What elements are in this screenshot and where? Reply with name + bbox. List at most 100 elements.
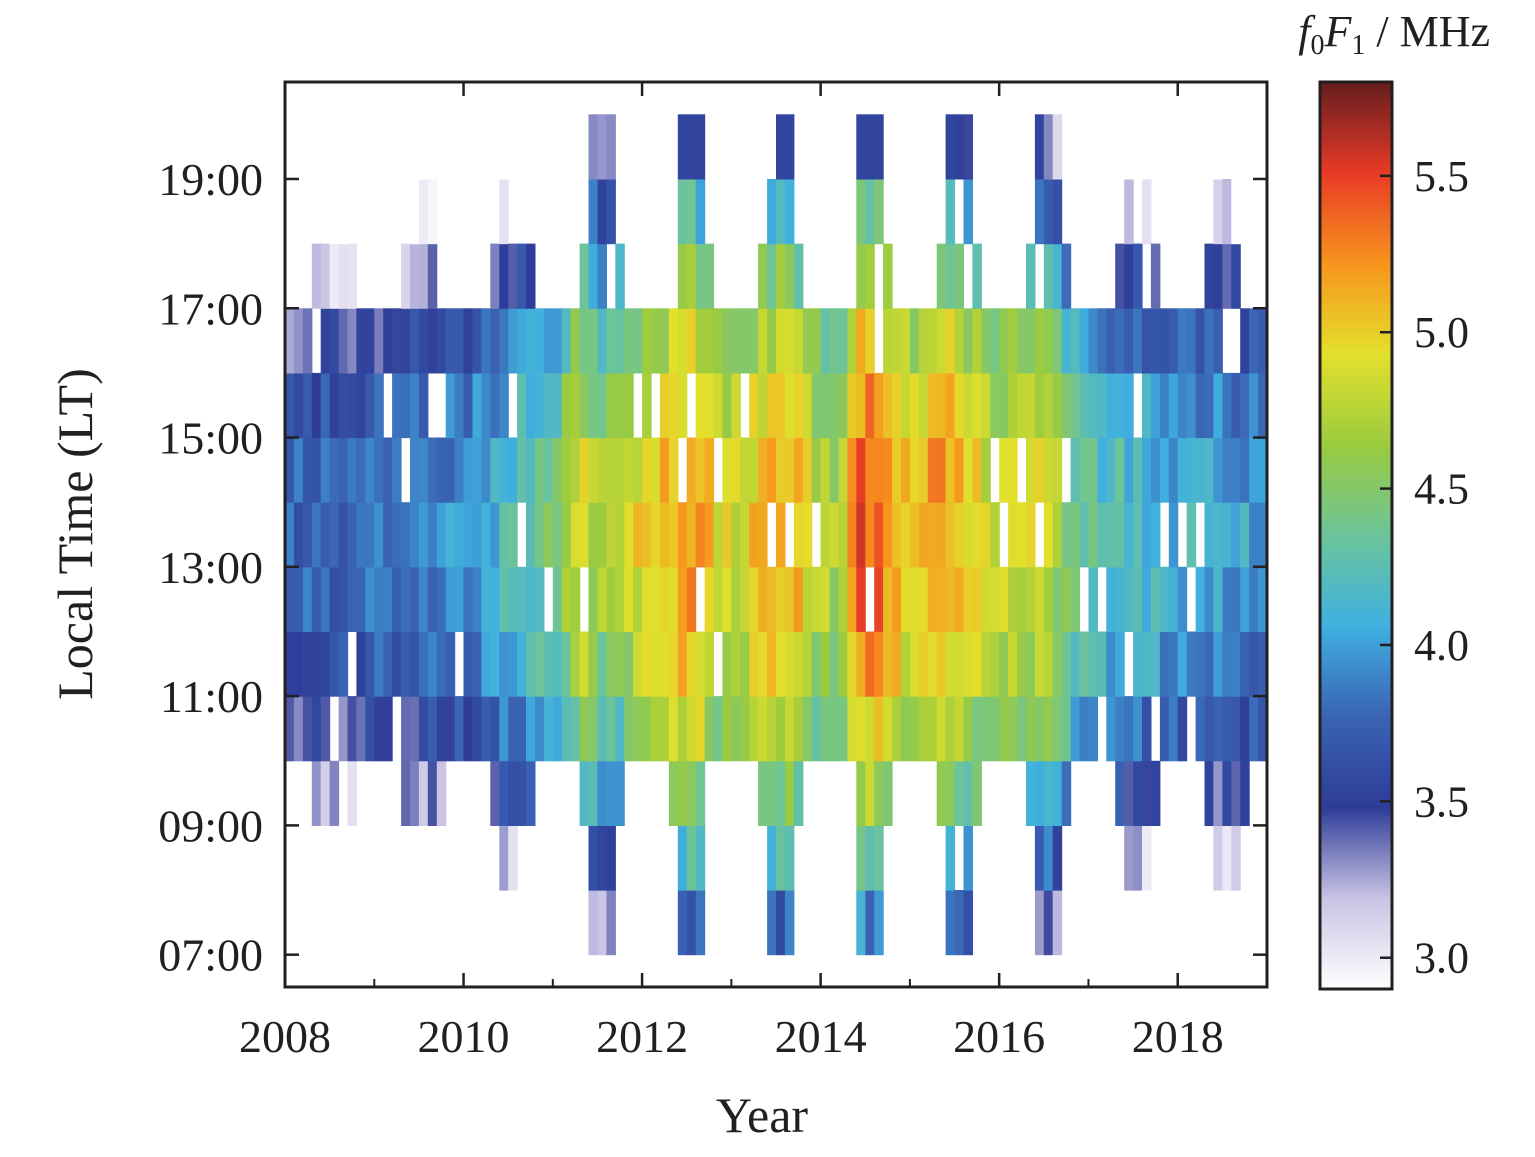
heatmap-cell (454, 566, 465, 632)
heatmap-cell (651, 631, 661, 697)
heatmap-cell (954, 566, 964, 632)
heatmap-cell (990, 502, 1000, 568)
heatmap-cell (526, 631, 536, 697)
heatmap-cell (945, 179, 956, 245)
heatmap-cell (1222, 502, 1232, 568)
heatmap-cell (499, 566, 509, 632)
heatmap-cell (410, 825, 420, 891)
heatmap-cell (508, 825, 518, 891)
heatmap-cell (383, 566, 393, 632)
heatmap-cell (633, 437, 643, 503)
heatmap-cell (1008, 502, 1018, 568)
heatmap-cell (1124, 308, 1134, 374)
heatmap-cell (1034, 114, 1045, 180)
heatmap-cell (481, 696, 491, 762)
heatmap-cell (526, 760, 536, 826)
heatmap-cell (1088, 308, 1098, 374)
heatmap-cell (401, 566, 411, 632)
heatmap-cell (883, 437, 893, 503)
heatmap-cell (427, 760, 438, 826)
heatmap-cell (1124, 437, 1134, 503)
heatmap-cell (1034, 308, 1045, 374)
heatmap-cell (1186, 631, 1197, 697)
heatmap-cell (927, 437, 938, 503)
heatmap-cell (633, 631, 643, 697)
heatmap-cell (356, 437, 366, 503)
heatmap-cell (704, 631, 715, 697)
heatmap-cell (695, 308, 706, 374)
heatmap-cell (651, 308, 661, 374)
heatmap-cell (1177, 308, 1188, 374)
heatmap-cell (517, 696, 527, 762)
heatmap-cell (1034, 890, 1045, 956)
heatmap-cell (677, 696, 688, 762)
heatmap-cell (651, 696, 661, 762)
heatmap-cell (731, 566, 741, 632)
heatmap-cell (704, 437, 715, 503)
heatmap-cell (1177, 372, 1188, 439)
y-tick-label: 19:00 (158, 154, 263, 205)
heatmap-cell (311, 760, 322, 826)
heatmap-cell (972, 502, 982, 568)
heatmap-cell (1240, 308, 1250, 374)
heatmap-cell (874, 502, 884, 568)
heatmap-cell (865, 372, 875, 439)
heatmap-cell (1168, 566, 1179, 632)
heatmap-cell (1052, 696, 1063, 762)
heatmap-cell (901, 372, 911, 439)
heatmap-cell (883, 502, 893, 568)
heatmap-cell (311, 437, 322, 503)
heatmap-cell (856, 825, 866, 891)
heatmap-cell (499, 372, 509, 439)
heatmap-cell (588, 825, 598, 891)
heatmap-cell (1017, 502, 1027, 568)
heatmap-cell (1017, 696, 1027, 762)
heatmap-cell (1097, 502, 1107, 568)
heatmap-cell (508, 502, 518, 568)
heatmap-cell (1142, 825, 1152, 891)
heatmap-cell (1186, 437, 1197, 503)
heatmap-cell (1249, 631, 1259, 697)
heatmap-cell (990, 308, 1000, 374)
heatmap-cell (552, 696, 563, 762)
heatmap-cell (1017, 372, 1027, 439)
heatmap-cell (704, 243, 715, 309)
heatmap-cell (999, 696, 1009, 762)
heatmap-cell (365, 696, 375, 762)
heatmap-cell (1070, 502, 1081, 568)
heatmap-cell (731, 502, 741, 568)
heatmap-cell (543, 372, 554, 439)
heatmap-cell (793, 696, 804, 762)
heatmap-cell (490, 308, 500, 374)
heatmap-cell (820, 308, 831, 374)
heatmap-cell (588, 437, 598, 503)
heatmap-cell (1249, 502, 1259, 568)
heatmap-cell (1026, 760, 1036, 826)
heatmap-cell (883, 566, 893, 632)
heatmap-cell (990, 566, 1000, 632)
heatmap-cell (490, 243, 500, 309)
heatmap-cell (1133, 696, 1143, 762)
heatmap-cell (972, 308, 982, 374)
heatmap-cell (909, 308, 920, 374)
colorbar-title-sub1: 0 (1310, 30, 1324, 61)
heatmap-cell (561, 437, 572, 503)
heatmap-cell (561, 631, 572, 697)
heatmap-cell (1034, 179, 1045, 245)
heatmap-cell (463, 631, 473, 697)
heatmap-cell (1088, 696, 1098, 762)
heatmap-cell (302, 502, 313, 568)
heatmap-cell (1034, 825, 1045, 891)
colorbar-tick-label: 4.0 (1414, 621, 1469, 670)
heatmap-cell (927, 631, 938, 697)
heatmap-cell (490, 566, 500, 632)
heatmap-cell (1240, 631, 1250, 697)
heatmap-cell (588, 372, 598, 439)
heatmap-cell (401, 760, 411, 826)
heatmap-cell (954, 437, 964, 503)
heatmap-cell (633, 696, 643, 762)
heatmap-cell (767, 825, 777, 891)
heatmap-cell (526, 696, 536, 762)
heatmap-cell (1034, 631, 1045, 697)
heatmap-cell (1249, 308, 1259, 374)
